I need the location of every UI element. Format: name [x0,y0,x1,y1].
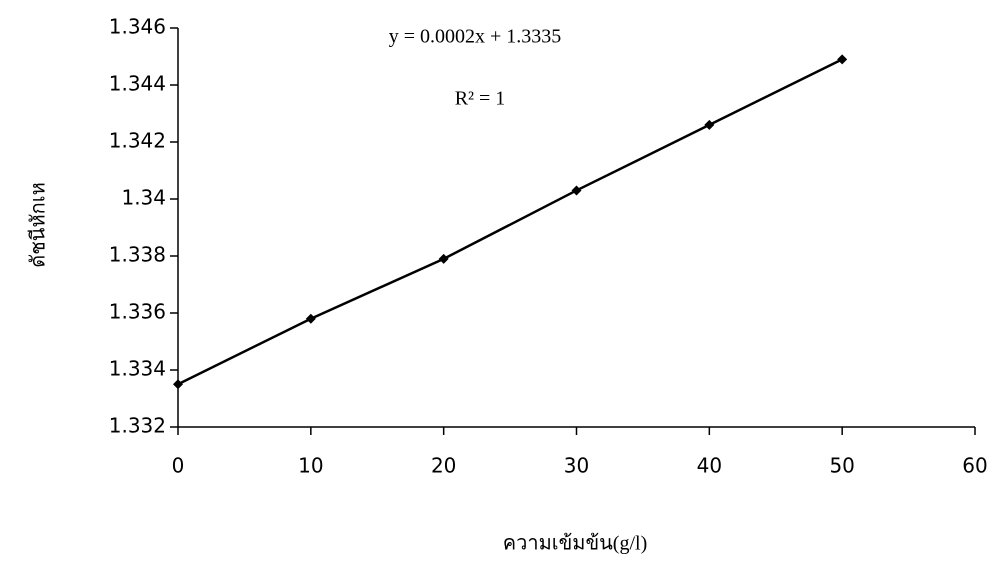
y-tick-label: 1.346 [109,15,166,39]
x-tick-label: 30 [564,454,589,478]
trend-line [177,58,843,386]
y-tick-label: 1.34 [121,186,166,210]
data-point [704,119,715,130]
x-tick-label: 50 [829,454,854,478]
data-point [571,185,582,196]
x-tick-label: 20 [431,454,456,478]
x-tick-label: 10 [298,454,323,478]
data-point [173,379,183,390]
r-squared-annotation: R² = 1 [455,88,506,110]
x-tick-label: 60 [962,454,987,478]
y-tick-label: 1.332 [109,414,166,438]
y-tick-label: 1.344 [109,72,166,96]
y-tick-label: 1.342 [109,129,166,153]
y-tick-label: 1.336 [109,300,166,324]
data-point [438,253,449,264]
y-tick-label: 1.338 [109,243,166,267]
x-tick-label: 0 [172,454,185,478]
x-axis-label: ความเข้มข้น(g/l) [503,533,648,555]
x-tick-label: 40 [697,454,722,478]
y-tick-label: 1.334 [109,357,166,381]
y-axis-label: ดัชนีหักเห [28,182,50,268]
data-point [305,313,316,324]
data-point [837,54,848,65]
equation-annotation: y = 0.0002x + 1.3335 [389,26,562,48]
